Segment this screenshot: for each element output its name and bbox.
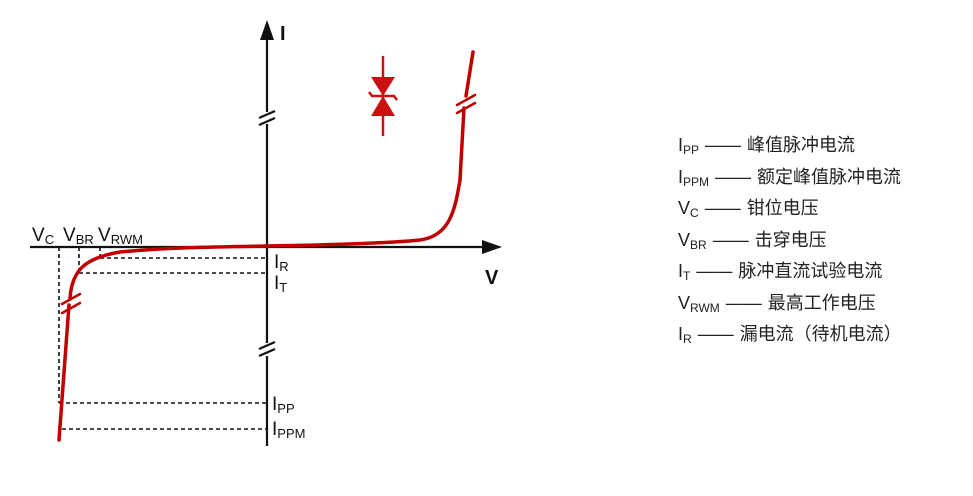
curve-break-mark xyxy=(60,292,82,306)
y-axis-break-mark xyxy=(258,116,276,127)
ippm-label: IPPM xyxy=(272,419,305,441)
legend: IPP —— 峰值脉冲电流 IPPM —— 额定峰值脉冲电流 VC —— 钳位电压 VBR —… xyxy=(678,132,902,353)
ipp-label: IPP xyxy=(272,394,295,416)
y-axis-break-mark xyxy=(258,109,276,120)
legend-item: IPPM —— 额定峰值脉冲电流 xyxy=(678,166,902,189)
curve-main xyxy=(68,106,466,300)
legend-item: IPP —— 峰值脉冲电流 xyxy=(678,135,856,157)
guide-lines xyxy=(58,247,267,430)
legend-item: IR —— 漏电流（待机电流） xyxy=(678,324,902,346)
x-axis-arrow-icon xyxy=(482,240,502,254)
legend-item: VBR —— 击穿电压 xyxy=(678,229,827,252)
curve-forward-upper xyxy=(464,50,475,98)
curve-reverse-lower xyxy=(57,303,71,442)
it-label: IT xyxy=(274,273,287,295)
ir-label: IR xyxy=(274,252,289,274)
curve-break-mark xyxy=(455,101,477,115)
curve-break-mark xyxy=(455,93,477,107)
vc-label: VC xyxy=(32,225,54,247)
vbr-label: VBR xyxy=(63,225,94,247)
x-axis-label: V xyxy=(485,267,499,289)
curve-break-mark xyxy=(60,301,82,315)
y-axis-break-mark xyxy=(258,340,276,351)
legend-item: IT —— 脉冲直流试验电流 xyxy=(678,261,883,283)
y-axis-break-mark xyxy=(258,347,276,358)
y-axis-arrow-icon xyxy=(260,20,274,40)
vrwm-label: VRWM xyxy=(98,225,143,247)
iv-curve xyxy=(57,50,477,442)
y-axis-label: I xyxy=(280,23,286,45)
legend-item: VRWM —— 最高工作电压 xyxy=(678,292,876,315)
legend-item: VC —— 钳位电压 xyxy=(678,198,819,220)
bidirectional-tvs-diode-icon xyxy=(368,56,398,136)
